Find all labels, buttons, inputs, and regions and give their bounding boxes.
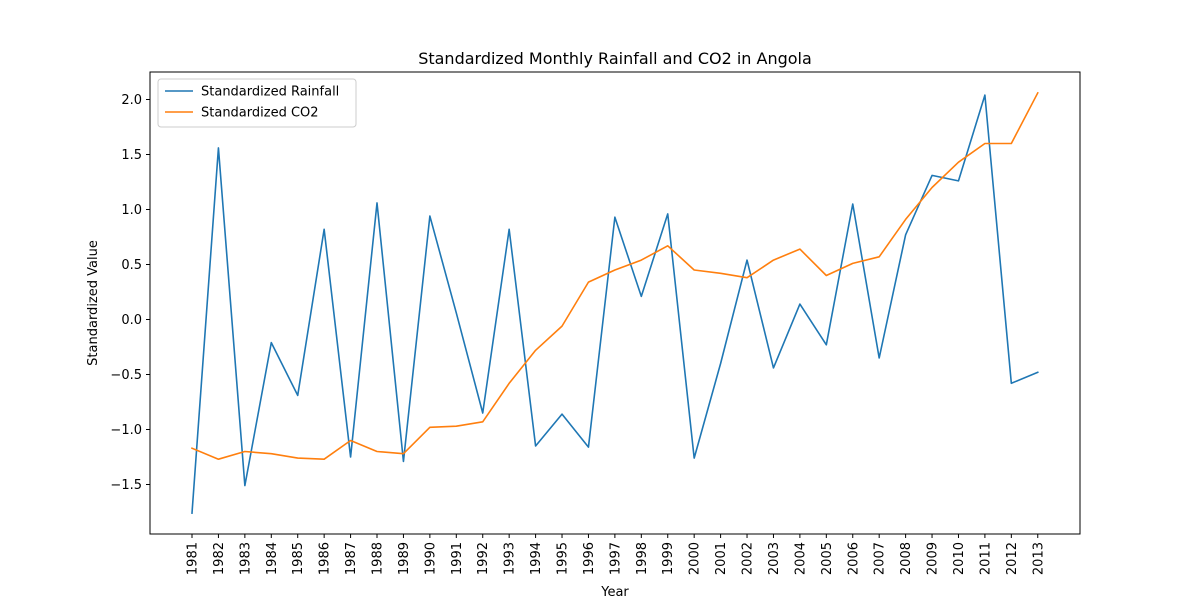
y-tick-label: 2.0 bbox=[121, 93, 142, 108]
x-tick-label: 1995 bbox=[556, 542, 571, 575]
x-tick-label: 2006 bbox=[846, 542, 861, 575]
x-tick-label: 2010 bbox=[952, 542, 967, 575]
x-tick-label: 1986 bbox=[318, 542, 333, 575]
legend-label-1: Standardized CO2 bbox=[201, 106, 319, 121]
chart-title: Standardized Monthly Rainfall and CO2 in… bbox=[418, 49, 812, 68]
y-tick-label: 0.5 bbox=[121, 258, 142, 273]
x-tick-label: 1994 bbox=[529, 542, 544, 575]
x-tick-label: 2012 bbox=[1005, 542, 1020, 575]
x-tick-label: 2003 bbox=[767, 542, 782, 575]
x-tick-label: 1993 bbox=[503, 542, 518, 575]
x-tick-label: 1992 bbox=[476, 542, 491, 575]
x-tick-label: 2000 bbox=[688, 542, 703, 575]
series-line-rainfall bbox=[191, 94, 1039, 514]
x-axis-label: Year bbox=[600, 585, 629, 600]
y-axis-label: Standardized Value bbox=[86, 240, 101, 366]
x-tick-label: 2001 bbox=[714, 542, 729, 575]
x-tick-label: 1981 bbox=[186, 542, 201, 575]
x-tick-label: 1987 bbox=[344, 542, 359, 575]
y-tick-label: 0.0 bbox=[121, 313, 142, 328]
x-tick-label: 1996 bbox=[582, 542, 597, 575]
x-tick-label: 1983 bbox=[238, 542, 253, 575]
x-tick-label: 1982 bbox=[212, 542, 227, 575]
y-tick-label: 1.5 bbox=[121, 148, 142, 163]
x-tick-label: 1998 bbox=[635, 542, 650, 575]
x-tick-label: 1989 bbox=[397, 542, 412, 575]
y-tick-label: −1.0 bbox=[110, 423, 142, 438]
x-tick-label: 1985 bbox=[291, 542, 306, 575]
x-tick-label: 2008 bbox=[899, 542, 914, 575]
y-tick-label: −1.5 bbox=[110, 478, 142, 493]
x-tick-label: 2011 bbox=[978, 542, 993, 575]
x-tick-label: 2002 bbox=[741, 542, 756, 575]
legend-label-0: Standardized Rainfall bbox=[201, 85, 339, 100]
x-tick-label: 1997 bbox=[608, 542, 623, 575]
plot-area bbox=[149, 71, 1081, 535]
legend: Standardized Rainfall Standardized CO2 bbox=[157, 78, 357, 128]
x-tick-label: 1990 bbox=[423, 542, 438, 575]
x-tick-label: 1999 bbox=[661, 542, 676, 575]
x-tick-label: 2009 bbox=[926, 542, 941, 575]
series-line-co2 bbox=[190, 91, 1039, 461]
y-tick-label: 1.0 bbox=[121, 203, 142, 218]
x-tick-label: 1984 bbox=[265, 542, 280, 575]
x-tick-label: 2005 bbox=[820, 542, 835, 575]
x-tick-label: 1988 bbox=[371, 542, 386, 575]
legend-box bbox=[157, 78, 357, 128]
x-tick-label: 1991 bbox=[450, 542, 465, 575]
y-tick-label: −0.5 bbox=[110, 368, 142, 383]
x-tick-label: 2013 bbox=[1031, 542, 1046, 575]
x-tick-label: 2007 bbox=[873, 542, 888, 575]
x-tick-label: 2004 bbox=[793, 542, 808, 575]
